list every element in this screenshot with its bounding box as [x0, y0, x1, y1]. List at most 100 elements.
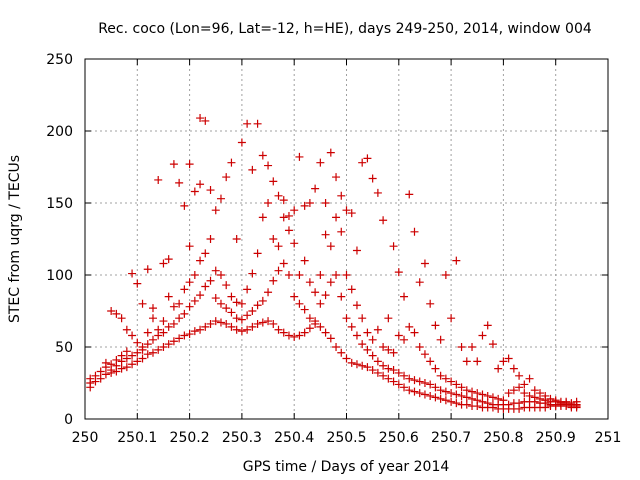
data-point [274, 242, 283, 251]
y-tick-label: 100 [46, 268, 73, 284]
x-tick-label: 250.5 [326, 430, 366, 446]
data-point [551, 396, 560, 405]
data-point [206, 276, 215, 285]
data-point [143, 265, 152, 274]
data-point [117, 351, 126, 360]
data-point [311, 317, 320, 326]
data-point [279, 328, 288, 337]
data-point [326, 148, 335, 157]
data-point [384, 364, 393, 373]
data-point [436, 386, 445, 395]
data-point [373, 357, 382, 366]
data-point [311, 288, 320, 297]
data-point [530, 386, 539, 395]
data-point [300, 305, 309, 314]
data-point [222, 281, 231, 290]
data-point [447, 314, 456, 323]
data-point [473, 389, 482, 398]
data-point [494, 364, 503, 373]
data-point [400, 371, 409, 380]
data-point [305, 324, 314, 333]
data-point [122, 354, 131, 363]
data-point [190, 296, 199, 305]
data-point [264, 288, 273, 297]
y-axis-label: STEC from uqrg / TECUs [7, 155, 23, 323]
data-point [112, 355, 121, 364]
data-point [185, 278, 194, 287]
x-tick-label: 250 [72, 430, 99, 446]
data-point [520, 380, 529, 389]
data-point [509, 386, 518, 395]
data-point [227, 158, 236, 167]
data-point [420, 379, 429, 387]
data-point [410, 227, 419, 236]
data-point [332, 213, 341, 222]
data-point [128, 351, 137, 360]
grid-layer [85, 59, 608, 419]
data-point [342, 206, 351, 215]
data-point [196, 114, 205, 123]
data-point [185, 302, 194, 311]
data-point [253, 249, 262, 258]
data-point [138, 343, 147, 351]
data-point [258, 296, 267, 305]
data-point [279, 259, 288, 268]
data-point [457, 343, 466, 351]
data-point [525, 391, 534, 400]
data-point [436, 335, 445, 344]
data-point [91, 371, 100, 380]
data-point [468, 394, 477, 403]
data-point [190, 187, 199, 196]
data-point [436, 371, 445, 380]
data-point [483, 391, 492, 400]
data-point [352, 360, 361, 369]
data-point [368, 335, 377, 344]
data-point [541, 391, 550, 400]
data-point [190, 271, 199, 279]
data-point [258, 151, 267, 160]
data-point [148, 335, 157, 344]
data-point [290, 239, 299, 248]
data-point [515, 371, 524, 380]
data-point [274, 191, 283, 200]
data-point [305, 199, 314, 207]
data-point [473, 357, 482, 366]
data-point [185, 242, 194, 251]
data-point [175, 299, 184, 308]
data-point [216, 299, 225, 308]
data-point [452, 390, 461, 399]
data-point [332, 271, 341, 279]
data-point [352, 246, 361, 255]
data-point [441, 271, 450, 279]
data-point [379, 216, 388, 225]
data-point [504, 400, 513, 409]
data-point [332, 343, 341, 351]
data-point [311, 184, 320, 193]
data-point [253, 301, 262, 310]
ticks-layer [84, 58, 609, 420]
data-point [400, 383, 409, 392]
data-point [410, 328, 419, 337]
data-point [420, 350, 429, 359]
data-point [504, 354, 513, 363]
data-point [415, 389, 424, 398]
data-point [206, 235, 215, 243]
data-point [264, 317, 273, 326]
data-point [400, 292, 409, 301]
data-point [389, 348, 398, 357]
data-point [441, 387, 450, 396]
data-point [316, 271, 325, 279]
data-point [237, 138, 246, 147]
data-point [379, 343, 388, 351]
data-point [352, 301, 361, 310]
data-point [237, 299, 246, 308]
data-point [342, 314, 351, 323]
data-point [567, 399, 576, 408]
data-point [227, 308, 236, 317]
data-point [468, 343, 477, 351]
data-point [201, 116, 210, 125]
data-point [211, 266, 220, 275]
data-point [488, 393, 497, 402]
y-tick-labels: 0 50 100 150 200 250 [46, 52, 73, 428]
data-point [546, 394, 555, 403]
